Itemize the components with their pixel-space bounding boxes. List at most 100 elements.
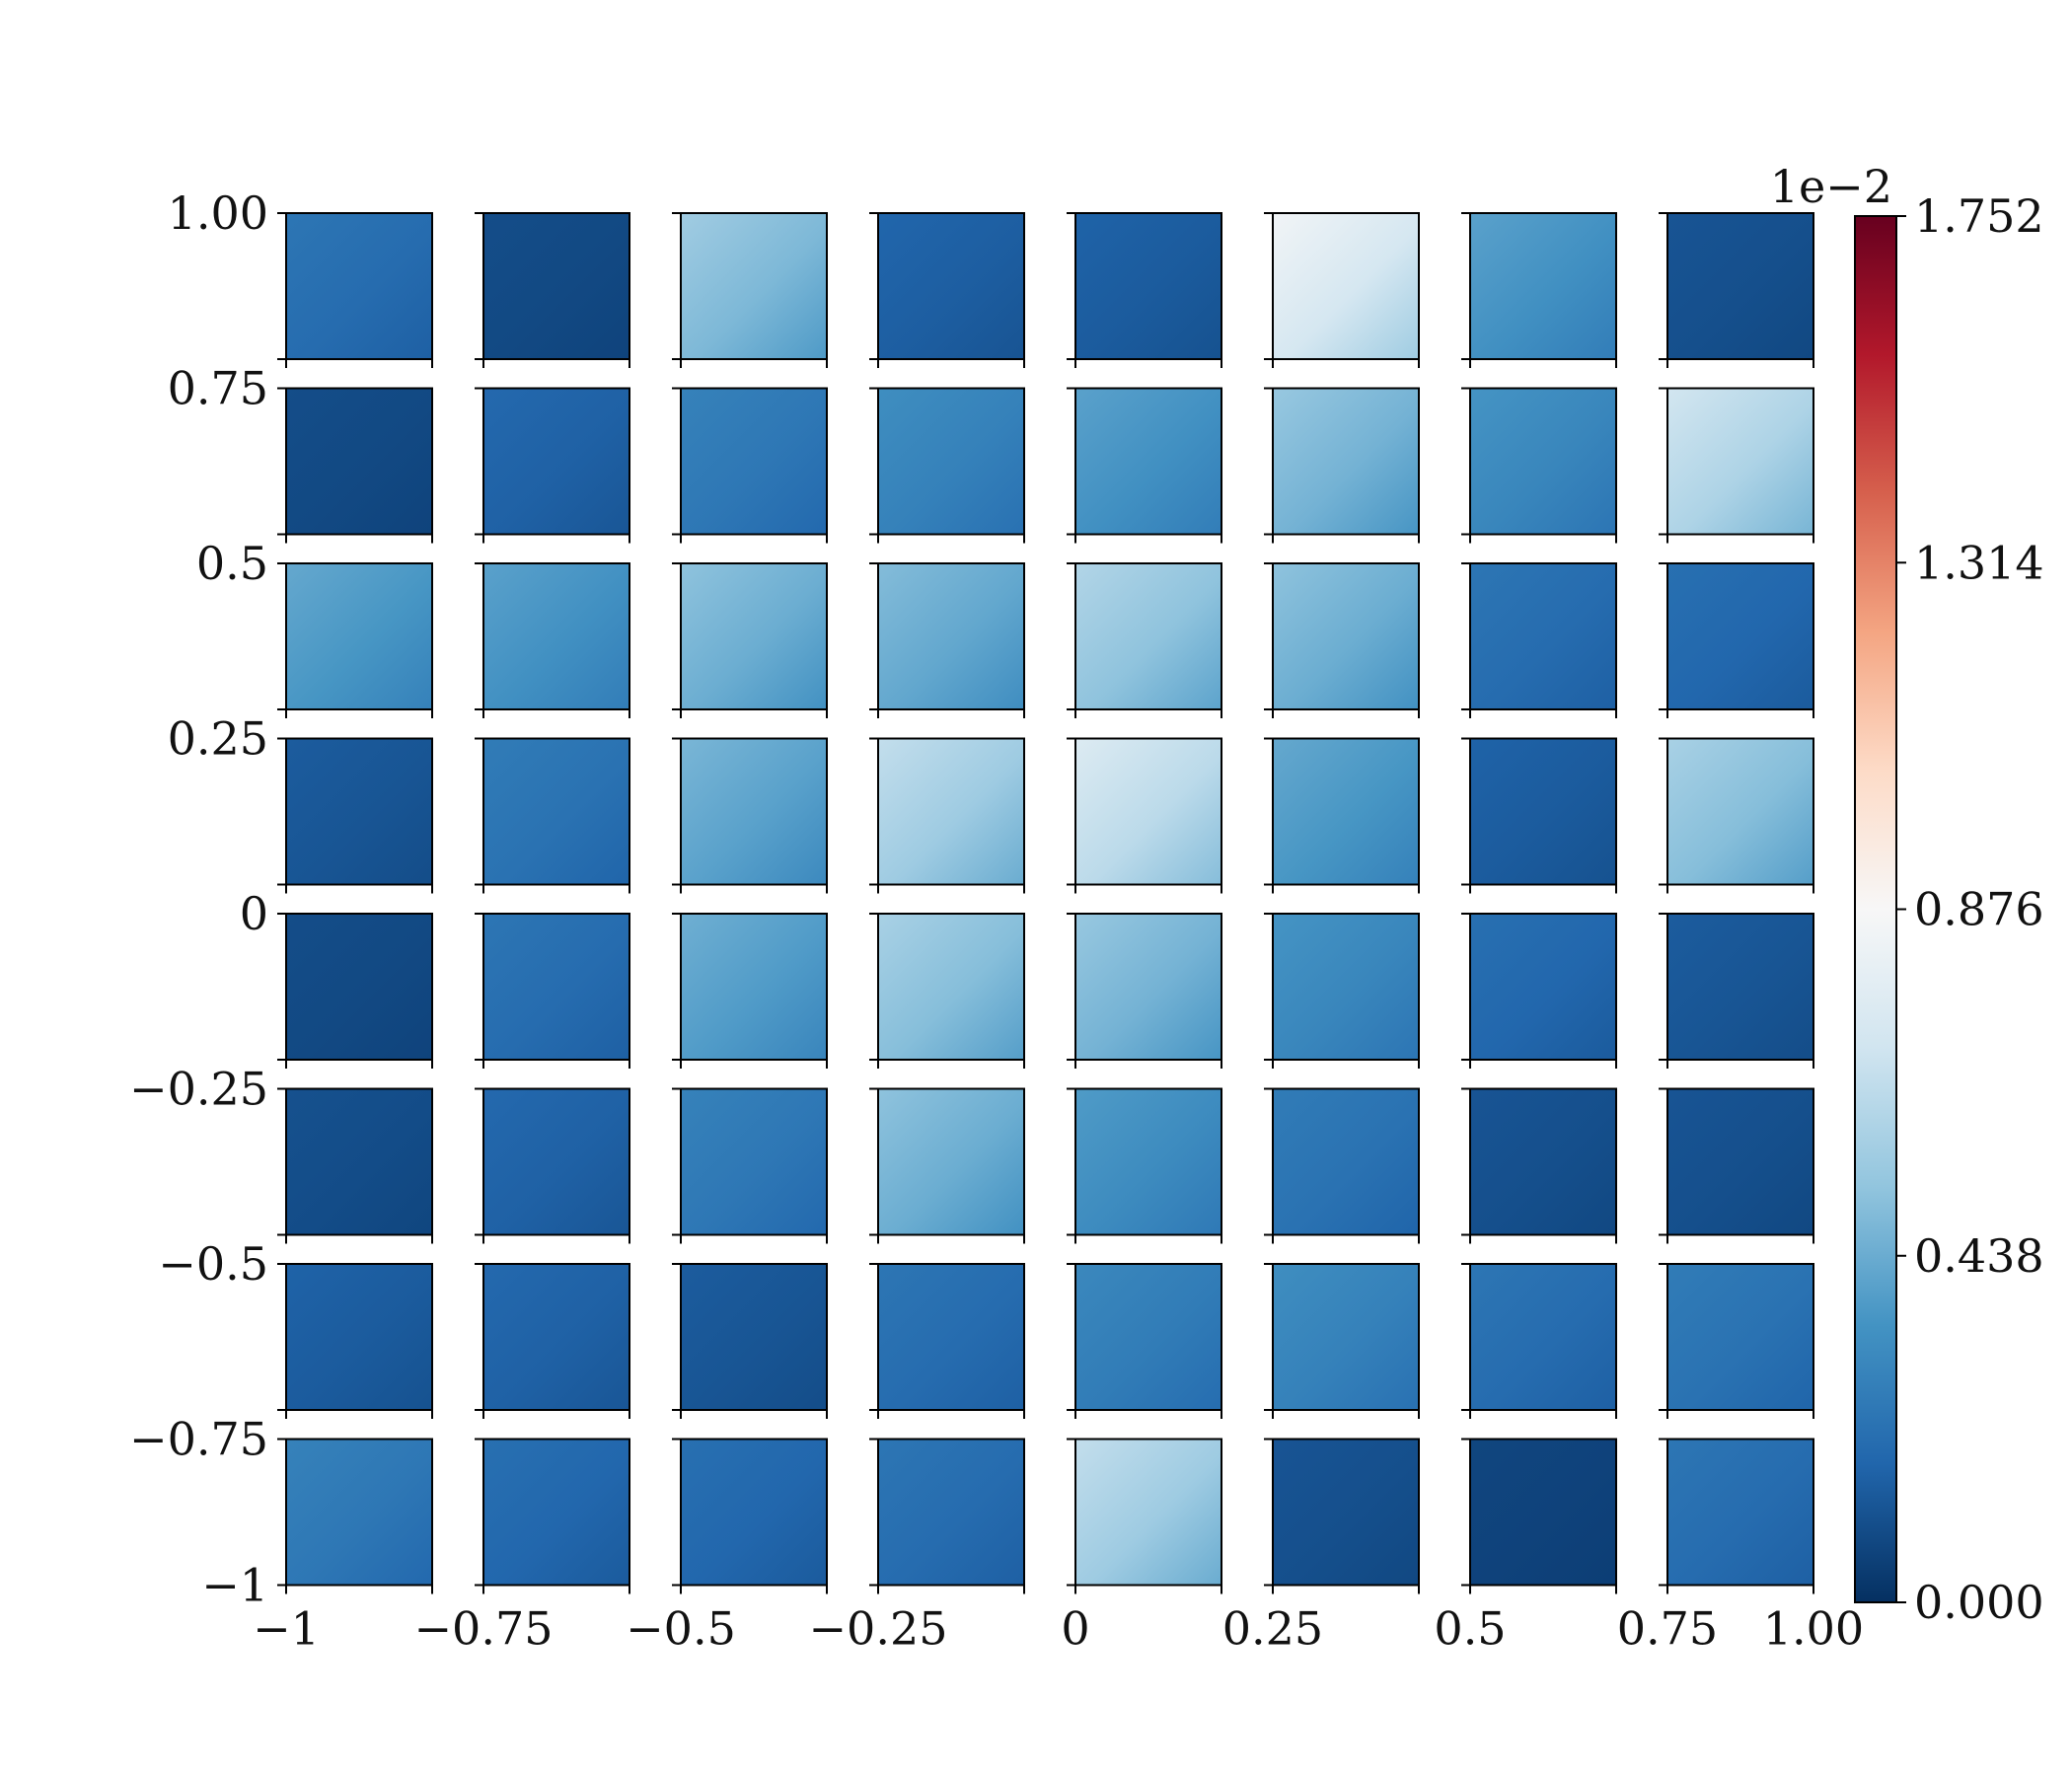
subplot-cell (1264, 737, 1420, 894)
subplot-cell (1461, 387, 1617, 544)
subplot-cell (1659, 1438, 1814, 1594)
heatmap-cell (877, 1263, 1025, 1411)
subplot-cell (1264, 212, 1420, 368)
subplot-cell (277, 1263, 433, 1419)
heatmap-cell (1469, 1263, 1617, 1411)
colorbar-gradient (1854, 215, 1897, 1603)
colorbar-tick-label: 0.000 (1914, 1576, 2044, 1629)
subplot-cell (1067, 1438, 1222, 1594)
heatmap-cell (285, 1438, 433, 1587)
subplot-cell (277, 1087, 433, 1244)
colorbar-tick-label: 0.876 (1914, 883, 2044, 936)
x-axis: −1 −0.75 −0.5 −0.25 0 0.25 0.5 0.75 1.00 (253, 1602, 1864, 1656)
colorbar-tick-label: 0.438 (1914, 1229, 2044, 1283)
subplot-cell (869, 1087, 1025, 1244)
y-tick-label: 0 (240, 887, 268, 940)
heatmap-cell (680, 1263, 828, 1411)
heatmap-cell (1666, 387, 1814, 536)
subplot-cell (869, 562, 1025, 718)
heatmap-cell (1272, 737, 1420, 886)
subplot-cell (277, 387, 433, 544)
heatmap-cell (680, 387, 828, 536)
subplot-cell (1461, 212, 1617, 368)
x-tick-label: 0.5 (1434, 1602, 1506, 1656)
heatmap-cell (877, 1087, 1025, 1236)
heatmap-cell (877, 1438, 1025, 1587)
heatmap-cell (1074, 387, 1222, 536)
x-tick-label: 1.00 (1763, 1602, 1864, 1656)
heatmap-cell (482, 1263, 630, 1411)
colorbar-tick-label: 1.752 (1914, 189, 2044, 243)
heatmap-cell (1074, 737, 1222, 886)
subplot-cell (1659, 387, 1814, 544)
heatmap-cell (285, 387, 433, 536)
heatmap-cell (877, 913, 1025, 1061)
subplot-cell (1659, 562, 1814, 718)
subplot-cell (277, 913, 433, 1069)
heatmap-cell (482, 1087, 630, 1236)
subplot-cell (277, 562, 433, 718)
subplot-cell (1264, 913, 1420, 1069)
subplot-cell (475, 212, 630, 368)
x-tick-label: −1 (253, 1602, 320, 1656)
heatmap-cell (1469, 387, 1617, 536)
heatmap-cell (1469, 1438, 1617, 1587)
subplot-cell (1659, 737, 1814, 894)
subplot-cell (1461, 1263, 1617, 1419)
heatmap-cell (482, 1438, 630, 1587)
subplot-cell (1461, 1087, 1617, 1244)
subplot-cell (1067, 387, 1222, 544)
subplot-cell (1264, 1087, 1420, 1244)
subplot-cell (475, 1263, 630, 1419)
y-tick-label: 0.5 (196, 537, 268, 590)
subplot-cell (475, 913, 630, 1069)
subplot-cell (1461, 737, 1617, 894)
subplot-cell (672, 212, 828, 368)
subplot-cell (672, 1263, 828, 1419)
subplot-cell (1659, 212, 1814, 368)
heatmap-cell (680, 913, 828, 1061)
heatmap-cell (1666, 913, 1814, 1061)
heatmap-cell (680, 1438, 828, 1587)
subplot-cell (869, 1263, 1025, 1419)
heatmap-cell (877, 737, 1025, 886)
heatmap-cell (680, 1087, 828, 1236)
subplot-cell (1067, 562, 1222, 718)
subplot-cell (1659, 1087, 1814, 1244)
heatmap-cell (680, 562, 828, 710)
heatmap-cell (1469, 562, 1617, 710)
heatmap-cell (680, 212, 828, 360)
heatmap-cell (1272, 1438, 1420, 1587)
heatmap-cell (1469, 737, 1617, 886)
heatmap-cell (482, 212, 630, 360)
heatmap-cell (1666, 1438, 1814, 1587)
heatmap-cell (1272, 387, 1420, 536)
subplot-cell (672, 1087, 828, 1244)
heatmap-cell (1272, 913, 1420, 1061)
subplot-cell (1461, 913, 1617, 1069)
subplot-cell (672, 1438, 828, 1594)
subplot-cell (869, 913, 1025, 1069)
subplot-cell (1067, 913, 1222, 1069)
y-tick-label: −0.75 (129, 1413, 268, 1466)
heatmap-cell (285, 562, 433, 710)
subplot-cell (869, 387, 1025, 544)
heatmap-cell (877, 562, 1025, 710)
subplot-cell (1264, 1263, 1420, 1419)
subplot-cell (1264, 387, 1420, 544)
y-tick-label: −0.5 (158, 1237, 268, 1291)
x-tick-label: −0.25 (809, 1602, 948, 1656)
subplot-cell (277, 1438, 433, 1594)
heatmap-cell (1666, 212, 1814, 360)
heatmap-cell (1074, 1438, 1222, 1587)
x-tick-label: −0.75 (414, 1602, 554, 1656)
subplot-grid (277, 212, 1814, 1594)
heatmap-cell (1074, 1087, 1222, 1236)
colorbar-exponent-label: 1e−2 (1770, 160, 1892, 213)
x-tick-label: 0.25 (1222, 1602, 1323, 1656)
subplot-cell (475, 387, 630, 544)
heatmap-cell (877, 212, 1025, 360)
subplot-cell (475, 562, 630, 718)
subplot-cell (277, 737, 433, 894)
